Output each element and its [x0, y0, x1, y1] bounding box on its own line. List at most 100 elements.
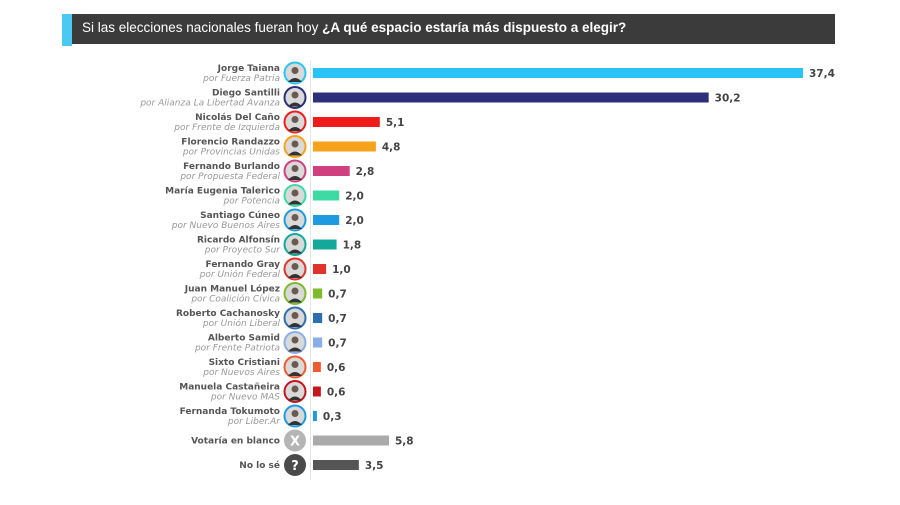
- party-label: por Coalición Cívica: [190, 294, 280, 305]
- party-label: por Frente de Izquierda: [173, 123, 280, 133]
- category-label: Florencio Randazzo: [181, 138, 280, 148]
- avatar-head-icon: [291, 116, 299, 123]
- category-label: María Eugenia Talerico: [165, 187, 280, 197]
- avatar-head-icon: [291, 385, 299, 393]
- value-label: 30,2: [715, 93, 741, 105]
- avatar-head-icon: [291, 91, 299, 99]
- avatar-body-icon: [288, 151, 302, 156]
- bar: [313, 190, 340, 201]
- avatar-head-icon: [291, 238, 299, 246]
- category-label: Ricardo Alfonsín: [197, 236, 280, 246]
- axis-divider: [310, 60, 311, 480]
- category-label: Nicolás Del Caño: [195, 113, 280, 123]
- value-label: 2,0: [345, 191, 364, 203]
- avatar-head-icon: [291, 165, 299, 172]
- category-label: Fernanda Tokumoto: [180, 407, 280, 417]
- value-label: 2,8: [356, 166, 375, 178]
- category-label: Juan Manuel López: [184, 284, 280, 295]
- value-label: 0,7: [328, 313, 347, 325]
- avatar-body-icon: [288, 225, 302, 229]
- category-label: No lo sé: [239, 460, 280, 471]
- bar: [313, 117, 380, 127]
- value-label: 0,3: [323, 411, 342, 423]
- category-label: Alberto Samid: [208, 334, 280, 344]
- bar: [313, 337, 323, 348]
- avatar-head-icon: [291, 361, 299, 368]
- avatar-head-icon: [291, 67, 299, 74]
- title-accent: [62, 14, 72, 46]
- bar: [313, 92, 709, 103]
- avatar-body-icon: [288, 274, 302, 278]
- category-label: Votaría en blanco: [191, 437, 280, 447]
- party-label: por Nuevos Aires: [202, 368, 280, 378]
- value-label: 5,1: [386, 117, 405, 129]
- x-icon: [284, 429, 306, 452]
- bar: [313, 239, 337, 250]
- avatar-head-icon: [291, 263, 299, 270]
- avatar-head-icon: [291, 336, 299, 344]
- avatar-head-icon: [291, 287, 299, 295]
- party-label: por Propuesta Federal: [179, 172, 280, 182]
- value-label: 0,7: [328, 289, 347, 301]
- party-label: por Potencia: [223, 197, 280, 207]
- category-label: Diego Santilli: [212, 89, 280, 99]
- party-label: por Unión Federal: [199, 269, 281, 280]
- value-label: 5,8: [395, 436, 414, 448]
- party-label: por Provincias Unidas: [182, 148, 280, 158]
- value-label: 2,0: [345, 215, 364, 227]
- category-label: Fernando Burlando: [183, 162, 280, 172]
- party-label: por Alianza La Libertad Avanza: [139, 99, 280, 109]
- avatar-body-icon: [288, 249, 302, 254]
- question-icon: [284, 454, 306, 476]
- bar: [313, 460, 359, 470]
- title-bar: [62, 14, 835, 44]
- avatar-body-icon: [288, 323, 302, 327]
- value-label: 0,7: [328, 338, 347, 350]
- x-icon-glyph: X: [290, 435, 300, 450]
- avatar-body-icon: [288, 421, 302, 425]
- bar: [313, 386, 321, 397]
- avatar-body-icon: [288, 396, 302, 401]
- category-label: Roberto Cachanosky: [176, 309, 280, 319]
- category-label: Santiago Cúneo: [200, 211, 280, 221]
- value-label: 4,8: [382, 142, 401, 154]
- party-label: por Liber.Ar: [227, 417, 281, 427]
- bar: [313, 288, 323, 299]
- bar: [313, 68, 803, 78]
- avatar-body-icon: [288, 200, 302, 205]
- avatar-head-icon: [291, 410, 299, 417]
- category-label: Manuela Castañeira: [179, 383, 280, 393]
- avatar-body-icon: [288, 102, 302, 107]
- avatar-body-icon: [288, 176, 302, 180]
- bar: [313, 215, 340, 225]
- avatar-body-icon: [288, 78, 302, 82]
- party-label: por Unión Liberal: [202, 318, 281, 329]
- bar: [313, 141, 376, 152]
- value-label: 1,0: [332, 264, 351, 276]
- value-label: 1,8: [343, 240, 362, 252]
- avatar-head-icon: [291, 140, 299, 148]
- avatar-head-icon: [291, 312, 299, 319]
- avatar-head-icon: [291, 214, 299, 221]
- party-label: por Nuevo MAS: [210, 393, 280, 403]
- party-label: por Proyecto Sur: [204, 246, 282, 256]
- category-label: Sixto Cristiani: [209, 358, 280, 368]
- bar: [313, 313, 323, 323]
- bar: [313, 166, 350, 176]
- value-label: 37,4: [809, 68, 835, 80]
- avatar-head-icon: [291, 189, 299, 197]
- avatar-body-icon: [288, 347, 302, 352]
- party-label: por Nuevo Buenos Aires: [171, 221, 281, 231]
- question-icon-glyph: ?: [291, 459, 299, 474]
- chart-title: Si las elecciones nacionales fueran hoy …: [82, 20, 627, 35]
- bar: [313, 411, 317, 421]
- category-label: Fernando Gray: [206, 260, 281, 270]
- avatar-body-icon: [288, 127, 302, 131]
- bar: [313, 435, 389, 446]
- value-label: 3,5: [365, 460, 384, 472]
- avatar-body-icon: [288, 298, 302, 303]
- bar: [313, 362, 321, 372]
- bar: [313, 264, 327, 274]
- value-label: 0,6: [327, 362, 346, 374]
